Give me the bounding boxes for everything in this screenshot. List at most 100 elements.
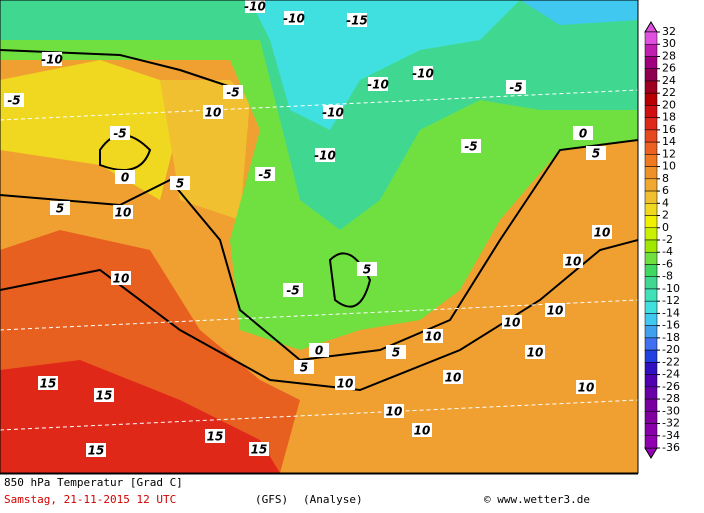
- footer-date: Samstag, 21-11-2015 12 UTC: [4, 493, 176, 506]
- contour-label: 10: [594, 226, 611, 240]
- legend-tick-label: 32: [662, 25, 676, 38]
- legend-tick-label: -12: [662, 294, 680, 307]
- contour-label-box: [38, 376, 58, 390]
- legend-color: [644, 43, 658, 57]
- contour-label-box: [386, 345, 406, 359]
- legend-tick-label: 14: [662, 135, 676, 148]
- contour-label-box: [412, 423, 432, 437]
- legend-color: [644, 435, 658, 449]
- contour-label-box: [284, 11, 304, 25]
- contour-label-box: [502, 315, 522, 329]
- contour-label-box: [110, 126, 130, 140]
- cold-core: [520, 0, 638, 25]
- footer-credit: © www.wetter3.de: [484, 493, 590, 506]
- contour-label: 10: [527, 346, 544, 360]
- contour-label-box: [113, 205, 133, 219]
- contour-label: 15: [96, 389, 113, 403]
- footer: 850 hPa Temperatur [Grad C] Samstag, 21-…: [0, 473, 638, 506]
- legend-color: [644, 31, 658, 45]
- legend-color: [644, 386, 658, 400]
- legend-tick-label: -28: [662, 392, 680, 405]
- legend-color: [644, 251, 658, 265]
- legend-tick-label: -32: [662, 417, 680, 430]
- contour-label: 0: [579, 127, 587, 141]
- contour-label: -10: [244, 0, 266, 14]
- legend-color: [644, 92, 658, 106]
- legend-tick-label: -26: [662, 380, 680, 393]
- legend-color: [644, 117, 658, 131]
- legend-tick-label: 20: [662, 98, 676, 111]
- legend-tick-label: -4: [662, 245, 673, 258]
- footer-model: (GFS): [255, 493, 288, 506]
- map-frame: [0, 0, 639, 474]
- legend-color: [644, 105, 658, 118]
- contour-label: 10: [386, 405, 403, 419]
- legend-tick-label: 0: [662, 221, 669, 234]
- legend-color: [644, 349, 658, 363]
- contour-label-box: [413, 66, 433, 80]
- contour-label-box: [205, 429, 225, 443]
- contour-label: 15: [251, 443, 268, 457]
- legend-tick-label: -30: [662, 404, 680, 417]
- contour-label: 10: [578, 381, 595, 395]
- contour-label: 15: [88, 444, 105, 458]
- legend-tick-label: -22: [662, 355, 680, 368]
- contour-label: 0: [121, 171, 129, 185]
- contour-label: 5: [176, 177, 184, 191]
- legend-tick-label: -24: [662, 368, 680, 381]
- legend-tick-label: 2: [662, 209, 669, 222]
- legend-color: [644, 288, 658, 302]
- contour-label: -5: [286, 284, 299, 298]
- legend-tick-label: -20: [662, 343, 680, 356]
- legend-tick-label: -6: [662, 257, 673, 270]
- contour-label: 10: [547, 304, 564, 318]
- legend-tick-label: 6: [662, 184, 669, 197]
- contour-label: 5: [56, 202, 64, 216]
- legend-tick-label: 26: [662, 62, 676, 75]
- contour-label-box: [315, 148, 335, 162]
- legend-tick-label: 12: [662, 147, 676, 160]
- coldest-area: [250, 0, 520, 130]
- legend-color: [644, 129, 658, 143]
- legend-tick-label: -2: [662, 233, 673, 246]
- legend-tick-label: 16: [662, 123, 676, 136]
- contour-label-box: [384, 404, 404, 418]
- footer-title: 850 hPa Temperatur [Grad C]: [4, 476, 183, 489]
- footer-run: (Analyse): [303, 493, 363, 506]
- legend-color: [644, 276, 658, 290]
- contour-label-box: [283, 283, 303, 297]
- contour-label-box: [461, 139, 481, 153]
- yellow-area: [0, 60, 180, 200]
- legend-color: [644, 154, 658, 167]
- contour-label-box: [115, 170, 135, 184]
- legend-color: [644, 398, 658, 412]
- contour-label: 5: [392, 346, 400, 360]
- contour-label-box: [423, 329, 443, 343]
- legend-tick-label: 18: [662, 111, 676, 124]
- contour-label-box: [563, 254, 583, 268]
- contour-label: 10: [425, 330, 442, 344]
- contour-label-box: [335, 376, 355, 390]
- contour-label-box: [323, 105, 343, 119]
- contour-label: 10: [414, 424, 431, 438]
- contour-label-box: [223, 85, 243, 99]
- contour-label: 10: [445, 371, 462, 385]
- legend-tick-label: -8: [662, 270, 673, 283]
- legend-color: [644, 300, 658, 314]
- legend-color: [644, 190, 658, 204]
- contour-label: -15: [346, 14, 368, 28]
- contour-label: -10: [283, 12, 305, 26]
- legend-color: [644, 203, 658, 216]
- contour-label-box: [586, 146, 606, 160]
- contour-label-box: [347, 13, 367, 27]
- legend-tick-label: -18: [662, 331, 680, 344]
- contour-label: 10: [565, 255, 582, 269]
- contour-label: -10: [322, 106, 344, 120]
- legend-tick-label: 28: [662, 49, 676, 62]
- contour-label-box: [255, 167, 275, 181]
- contour-label-box: [294, 360, 314, 374]
- contour-label: 10: [337, 377, 354, 391]
- legend-tick-label: 24: [662, 74, 676, 87]
- legend-color: [644, 141, 658, 155]
